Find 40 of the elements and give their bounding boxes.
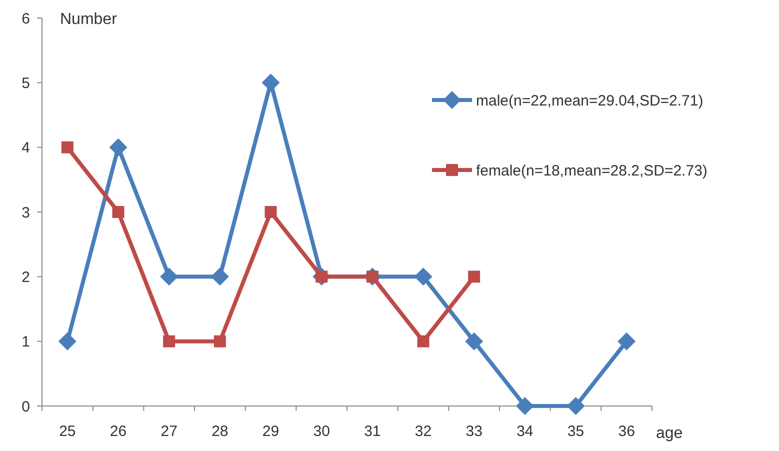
legend-label: female(n=18,mean=28.2,SD=2.73): [476, 162, 708, 180]
point: [566, 397, 585, 415]
y-tick-label: 2: [22, 268, 30, 286]
y-tick-label: 6: [22, 10, 30, 28]
point: [160, 268, 178, 286]
x-tick-label: 36: [618, 423, 635, 440]
point: [414, 268, 432, 286]
point: [61, 141, 74, 154]
x-tick-label: 32: [414, 423, 432, 440]
x-tick-label: 33: [466, 423, 482, 440]
point: [214, 335, 226, 348]
point: [264, 206, 277, 218]
point: [465, 332, 484, 350]
y-tick-label: 4: [22, 140, 30, 157]
point: [468, 270, 480, 283]
x-tick-label: 35: [567, 423, 584, 440]
y-tick-label: 5: [22, 74, 30, 92]
point: [163, 335, 176, 348]
point: [58, 332, 76, 350]
point: [417, 335, 430, 348]
x-tick-label: 34: [516, 423, 534, 440]
point: [210, 268, 229, 286]
legend-label: male(n=22,mean=29.04,SD=2.71): [476, 92, 704, 110]
y-tick-label: 1: [22, 334, 30, 351]
x-tick-label: 28: [212, 423, 228, 440]
x-tick-label: 29: [262, 423, 280, 440]
x-tick-label: 26: [110, 423, 127, 440]
y-tick-label: 3: [22, 204, 30, 222]
x-axis-title: age: [656, 425, 683, 442]
point: [262, 74, 280, 92]
y-tick-label: 0: [22, 398, 30, 416]
point: [112, 206, 124, 218]
point: [618, 332, 636, 350]
point: [516, 397, 534, 415]
y-axis-title: Number: [60, 11, 118, 28]
x-tick-label: 25: [59, 423, 76, 440]
x-tick-label: 31: [364, 423, 381, 440]
point: [109, 138, 128, 156]
x-tick-label: 27: [160, 423, 178, 440]
x-tick-label: 30: [313, 423, 330, 440]
